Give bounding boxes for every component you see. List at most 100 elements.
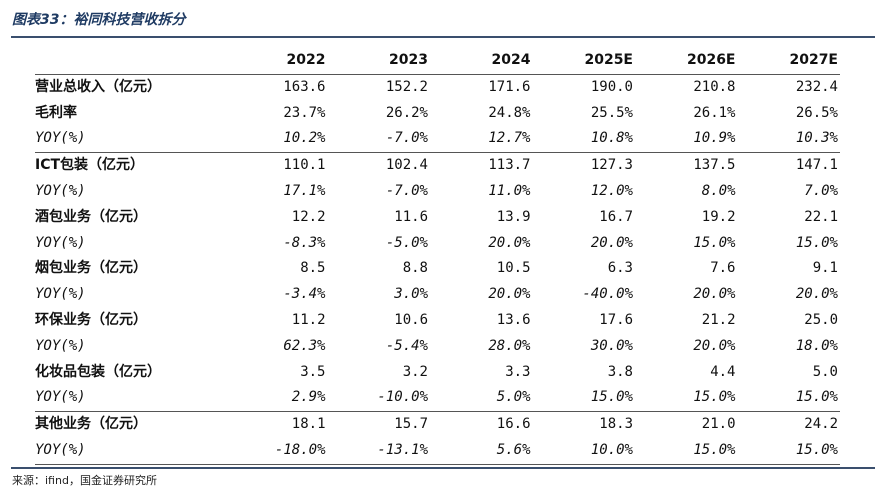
table-row: 毛利率 23.7% 26.2% 24.8% 25.5% 26.1% 26.5% <box>35 101 840 127</box>
value-cell: 5.6% <box>430 437 533 465</box>
value-cell: 15.0% <box>635 437 738 465</box>
value-cell: 17.1% <box>283 182 326 199</box>
value-cell: 21.2 <box>701 311 736 328</box>
value-cell: 11.0% <box>488 182 531 199</box>
header-cell-year: 2022 <box>225 48 328 75</box>
value-cell: 12.2 <box>291 208 326 225</box>
value-cell: 171.6 <box>488 78 531 95</box>
value-cell: 5.0 <box>812 363 838 380</box>
value-cell: 20.0% <box>795 286 838 303</box>
row-label: YOY(%) <box>35 389 86 406</box>
value-cell: 16.7 <box>599 208 633 225</box>
value-cell: 163.6 <box>283 78 326 95</box>
value-cell: 11.6 <box>394 208 428 225</box>
header-cell-year: 2023 <box>327 48 430 75</box>
revenue-breakdown-table: 2022 2023 2024 2025E 2026E 2027E 营业总收入（亿… <box>35 48 840 465</box>
value-cell: -5.4% <box>385 337 428 354</box>
value-cell: 10.9% <box>693 130 736 147</box>
value-cell: 62.3% <box>283 337 326 354</box>
value-cell: 12.0% <box>590 182 633 199</box>
row-label: 毛利率 <box>35 104 77 121</box>
row-label: YOY(%) <box>35 286 86 303</box>
value-cell: 20.0% <box>693 337 736 354</box>
value-cell: 18.1 <box>225 411 328 438</box>
value-cell: 20.0% <box>488 286 531 303</box>
row-label: 酒包业务（亿元） <box>35 208 147 225</box>
value-cell: 10.0% <box>532 437 635 465</box>
value-cell: 3.3 <box>505 363 531 380</box>
value-cell: 21.0 <box>635 411 738 438</box>
value-cell: -40.0% <box>582 286 633 303</box>
table-row: 化妆品包装（亿元） 3.5 3.2 3.3 3.8 4.4 5.0 <box>35 360 840 386</box>
table-row: YOY(%) -8.3% -5.0% 20.0% 20.0% 15.0% 15.0% <box>35 231 840 257</box>
footer-divider <box>11 467 875 469</box>
value-cell: -10.0% <box>377 389 428 406</box>
value-cell: 19.2 <box>701 208 736 225</box>
value-cell: 3.0% <box>394 286 428 303</box>
value-cell: 7.6 <box>710 260 736 277</box>
value-cell: 10.3% <box>795 130 838 147</box>
table-row: 酒包业务（亿元） 12.2 11.6 13.9 16.7 19.2 22.1 <box>35 205 840 231</box>
value-cell: 147.1 <box>737 152 840 179</box>
value-cell: 20.0% <box>590 234 633 251</box>
value-cell: 15.0% <box>795 389 838 406</box>
value-cell: -8.3% <box>283 234 326 251</box>
value-cell: 232.4 <box>795 78 838 95</box>
table-row: YOY(%) 62.3% -5.4% 28.0% 30.0% 20.0% 18.0% <box>35 334 840 360</box>
table-title: 图表33：裕同科技营收拆分 <box>12 12 186 28</box>
value-cell: 18.0% <box>795 337 838 354</box>
header-cell-year: 2024 <box>430 48 533 75</box>
value-cell: 10.5 <box>496 260 531 277</box>
value-cell: 15.0% <box>737 437 840 465</box>
row-label: YOY(%) <box>35 437 225 465</box>
value-cell: -3.4% <box>283 286 326 303</box>
value-cell: 26.1% <box>693 104 736 121</box>
value-cell: 16.6 <box>430 411 533 438</box>
value-cell: 25.5% <box>590 104 633 121</box>
row-label: 环保业务（亿元） <box>35 311 147 328</box>
value-cell: 2.9% <box>291 389 326 406</box>
table-row: ICT包装（亿元） 110.1 102.4 113.7 127.3 137.5 147.1 <box>35 152 840 179</box>
title-divider <box>11 36 875 38</box>
value-cell: 22.1 <box>804 208 838 225</box>
value-cell: 15.7 <box>327 411 430 438</box>
value-cell: 110.1 <box>225 152 328 179</box>
value-cell: 26.2% <box>385 104 428 121</box>
value-cell: 17.6 <box>599 311 633 328</box>
header-cell-year: 2026E <box>635 48 738 75</box>
value-cell: 113.7 <box>430 152 533 179</box>
row-label: ICT包装（亿元） <box>35 152 225 179</box>
value-cell: 152.2 <box>385 78 428 95</box>
header-cell-year: 2027E <box>737 48 840 75</box>
value-cell: 20.0% <box>488 234 531 251</box>
row-label: 其他业务（亿元） <box>35 411 225 438</box>
value-cell: 24.2 <box>737 411 840 438</box>
table-row: YOY(%) 2.9% -10.0% 5.0% 15.0% 15.0% 15.0% <box>35 385 840 411</box>
value-cell: 15.0% <box>693 389 736 406</box>
value-cell: 10.8% <box>590 130 633 147</box>
value-cell: 4.4 <box>710 363 736 380</box>
value-cell: 18.3 <box>532 411 635 438</box>
value-cell: 13.9 <box>496 208 531 225</box>
value-cell: -18.0% <box>225 437 328 465</box>
value-cell: -5.0% <box>385 234 428 251</box>
value-cell: 127.3 <box>532 152 635 179</box>
source-note: 来源：ifind，国金证券研究所 <box>12 474 157 487</box>
value-cell: 8.0% <box>701 182 736 199</box>
value-cell: 7.0% <box>804 182 838 199</box>
value-cell: 3.2 <box>402 363 428 380</box>
value-cell: 12.7% <box>488 130 531 147</box>
row-label: YOY(%) <box>35 182 86 199</box>
value-cell: 102.4 <box>327 152 430 179</box>
value-cell: 3.5 <box>300 363 326 380</box>
value-cell: 9.1 <box>812 260 838 277</box>
value-cell: 137.5 <box>635 152 738 179</box>
value-cell: 26.5% <box>795 104 838 121</box>
value-cell: 190.0 <box>590 78 633 95</box>
value-cell: 8.8 <box>402 260 428 277</box>
value-cell: 5.0% <box>496 389 531 406</box>
row-label: 营业总收入（亿元） <box>35 78 161 95</box>
value-cell: 10.6 <box>394 311 428 328</box>
value-cell: 6.3 <box>607 260 633 277</box>
table-row: 环保业务（亿元） 11.2 10.6 13.6 17.6 21.2 25.0 <box>35 308 840 334</box>
